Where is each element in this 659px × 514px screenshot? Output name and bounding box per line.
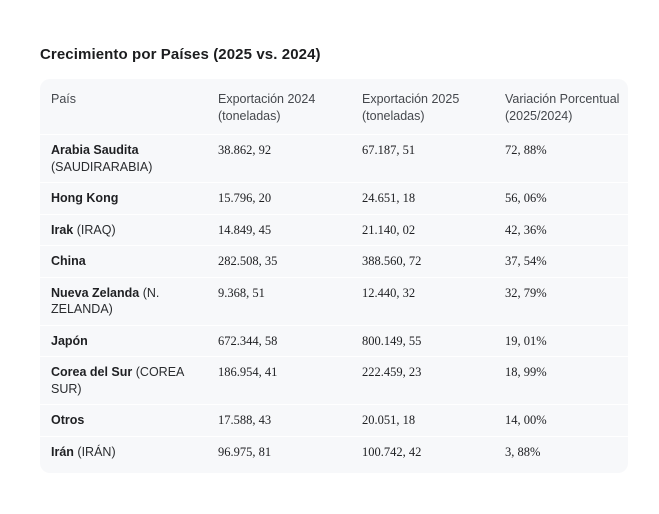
- table-header: País Exportación 2024 (toneladas) Exportac…: [40, 79, 628, 135]
- variation-cell: 56, 06%: [505, 182, 628, 214]
- table-row: Arabia Saudita (SAUDIRARABIA) 38.862, 92 6…: [40, 134, 628, 183]
- export-2024-cell: 17.588, 43: [218, 404, 362, 436]
- country-alias: (IRÁN): [77, 444, 116, 459]
- variation-cell: 14, 00%: [505, 404, 628, 436]
- export-2025-cell: 800.149, 55: [362, 324, 505, 357]
- country-cell: Irán (IRÁN): [40, 435, 218, 473]
- country-name: Arabia Saudita: [51, 143, 139, 157]
- country-alias: (IRAQ): [76, 222, 116, 237]
- export-2025-cell: 21.140, 02: [362, 213, 505, 246]
- variation-cell: 37, 54%: [505, 245, 628, 277]
- country-name: Otros: [51, 413, 85, 427]
- column-header-3: Variación Porcentual (2025/2024): [505, 92, 620, 123]
- column-header-0: País: [51, 92, 77, 106]
- variation-cell: 18, 99%: [505, 356, 628, 405]
- table-header-row: País Exportación 2024 (toneladas) Exportac…: [40, 79, 628, 135]
- table-row: Irak (IRAQ) 14.849, 45 21.140, 02 42, 36%: [40, 213, 628, 246]
- country-cell: Otros: [40, 404, 218, 436]
- export-2025-cell: 12.440, 32: [362, 276, 505, 325]
- table-body: Arabia Saudita (SAUDIRARABIA) 38.862, 92 6…: [40, 134, 628, 473]
- page-title: Crecimiento por Países (2025 vs. 2024): [40, 46, 321, 63]
- export-2025-cell: 100.742, 42: [362, 435, 505, 473]
- country-cell: Arabia Saudita (SAUDIRARABIA): [40, 134, 218, 183]
- export-2024-cell: 15.796, 20: [218, 182, 362, 214]
- table-row: Nueva Zelanda (N. ZELANDA) 9.368, 51 12.44…: [40, 276, 628, 325]
- country-name: Hong Kong: [51, 191, 119, 205]
- export-2024-cell: 672.344, 58: [218, 324, 362, 357]
- country-cell: Japón: [40, 324, 218, 357]
- country-name: Irak: [51, 222, 74, 237]
- variation-cell: 72, 88%: [505, 134, 628, 183]
- export-2025-cell: 20.051, 18: [362, 404, 505, 436]
- country-growth-table: País Exportación 2024 (toneladas) Exportac…: [40, 79, 628, 473]
- export-2024-cell: 14.849, 45: [218, 213, 362, 246]
- table-row: Hong Kong 15.796, 20 24.651, 18 56, 06%: [40, 182, 628, 214]
- export-2025-cell: 388.560, 72: [362, 245, 505, 277]
- country-name: China: [51, 254, 86, 268]
- country-alias: (SAUDIRARABIA): [51, 159, 153, 174]
- country-alias: (N. ZELANDA): [51, 285, 160, 317]
- country-cell: Hong Kong: [40, 182, 218, 214]
- country-cell: Nueva Zelanda (N. ZELANDA): [40, 276, 218, 325]
- country-alias: (COREA SUR): [51, 365, 184, 396]
- country-cell: Corea del Sur (COREA SUR): [40, 356, 218, 405]
- export-2025-cell: 24.651, 18: [362, 182, 505, 214]
- export-2025-cell: 67.187, 51: [362, 134, 505, 183]
- country-name: Japón: [51, 333, 88, 348]
- column-header-1: Exportación 2024 (toneladas): [218, 92, 316, 123]
- export-2024-cell: 9.368, 51: [218, 276, 362, 325]
- country-name: Corea del Sur: [51, 365, 133, 379]
- column-header-2: Exportación 2025 (toneladas): [362, 92, 460, 123]
- table-row: Irán (IRÁN) 96.975, 81 100.742, 42 3, 88%: [40, 435, 628, 473]
- variation-cell: 32, 79%: [505, 276, 628, 325]
- table-row: China 282.508, 35 388.560, 72 37, 54%: [40, 245, 628, 277]
- export-2024-cell: 186.954, 41: [218, 356, 362, 405]
- country-cell: China: [40, 245, 218, 277]
- country-cell: Irak (IRAQ): [40, 213, 218, 246]
- table-row: Otros 17.588, 43 20.051, 18 14, 00%: [40, 404, 628, 436]
- export-2025-cell: 222.459, 23: [362, 356, 505, 405]
- country-name: Irán: [51, 444, 74, 459]
- table-row: Japón 672.344, 58 800.149, 55 19, 01%: [40, 324, 628, 357]
- table-card: País Exportación 2024 (toneladas) Exportac…: [40, 79, 628, 473]
- export-2024-cell: 96.975, 81: [218, 435, 362, 473]
- variation-cell: 19, 01%: [505, 324, 628, 357]
- table-row: Corea del Sur (COREA SUR) 186.954, 41 222.…: [40, 356, 628, 405]
- export-2024-cell: 38.862, 92: [218, 134, 362, 183]
- country-name: Nueva Zelanda: [51, 285, 140, 300]
- export-2024-cell: 282.508, 35: [218, 245, 362, 277]
- variation-cell: 3, 88%: [505, 435, 628, 473]
- variation-cell: 42, 36%: [505, 213, 628, 246]
